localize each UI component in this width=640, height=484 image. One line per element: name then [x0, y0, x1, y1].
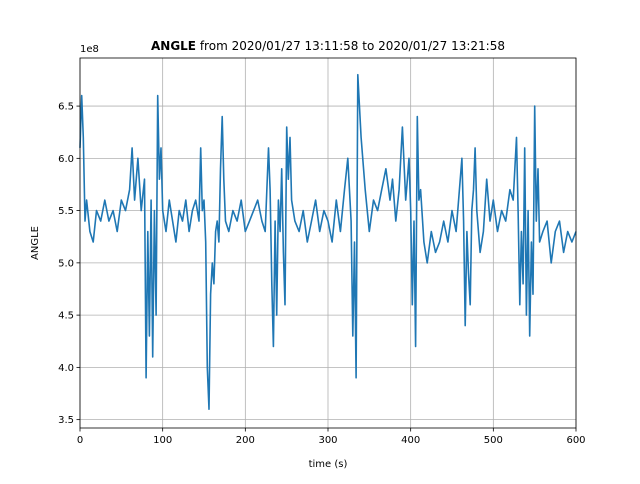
y-tick-label: 6.0	[58, 154, 74, 165]
x-tick-label: 500	[484, 435, 503, 446]
y-tick-label: 5.0	[58, 258, 74, 269]
x-axis-label: time (s)	[309, 459, 348, 470]
x-tick-label: 0	[77, 435, 83, 446]
x-tick-label: 300	[318, 435, 337, 446]
y-axis-label: ANGLE	[30, 226, 41, 260]
x-tick-label: 400	[401, 435, 420, 446]
x-tick-label: 100	[153, 435, 172, 446]
y-tick-label: 6.5	[58, 102, 74, 113]
y-tick-label: 4.5	[58, 311, 74, 322]
y-tick-label: 3.5	[58, 415, 74, 426]
x-tick-label: 200	[236, 435, 255, 446]
angle-series-line	[79, 73, 577, 411]
chart-title-bold: ANGLE	[151, 39, 196, 53]
y-tick-label: 4.0	[58, 363, 74, 374]
chart-title-rest: from 2020/01/27 13:11:58 to 2020/01/27 1…	[196, 39, 505, 53]
y-tick-label: 5.5	[58, 206, 74, 217]
axis-ticks: 0 100 200 300 400 500 600 3.5 4.0 4.5 5.0 5.5 6.0 6.5	[58, 102, 585, 446]
series-layer	[79, 73, 577, 411]
y-offset-label: 1e8	[80, 44, 99, 55]
chart-title: ANGLE from 2020/01/27 13:11:58 to 2020/0…	[151, 39, 505, 53]
x-tick-label: 600	[566, 435, 585, 446]
